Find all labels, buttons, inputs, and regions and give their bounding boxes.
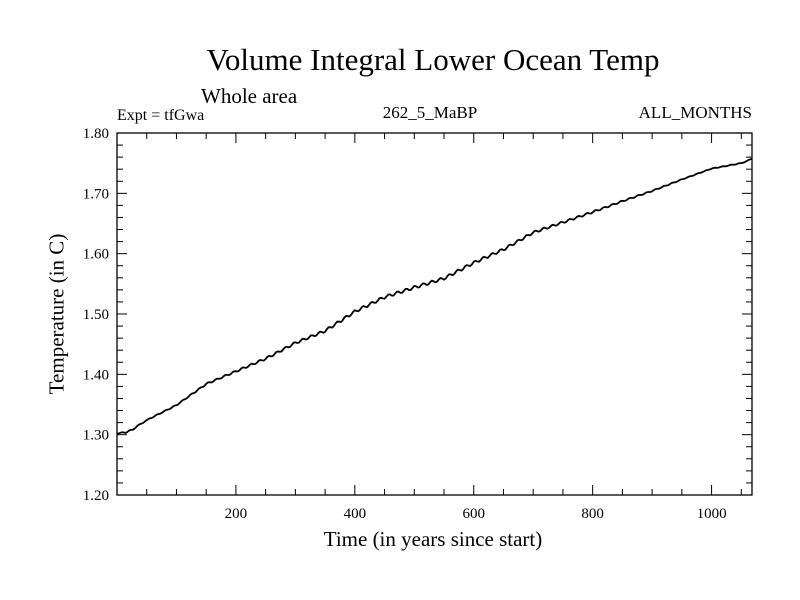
y-tick-label: 1.50 <box>83 307 109 323</box>
x-tick-label: 200 <box>225 506 248 522</box>
chart-title: Volume Integral Lower Ocean Temp <box>206 42 660 77</box>
x-tick-label: 800 <box>581 506 604 522</box>
period-label: 262_5_MaBP <box>382 103 478 122</box>
y-tick-label: 1.30 <box>83 428 109 444</box>
x-axis-label: Time (in years since start) <box>323 527 543 551</box>
chart-subtitle: Whole area <box>201 84 298 108</box>
months-label: ALL_MONTHS <box>638 103 752 122</box>
y-tick-label: 1.20 <box>83 488 109 504</box>
plot-frame <box>116 132 753 496</box>
y-tick-label: 1.70 <box>83 186 109 202</box>
x-tick-label: 1000 <box>697 506 727 522</box>
y-tick-label: 1.60 <box>83 247 109 263</box>
y-tick-label: 1.80 <box>83 126 109 142</box>
series-line <box>117 158 753 435</box>
y-tick-label: 1.40 <box>83 367 109 383</box>
experiment-label: Expt = tfGwa <box>117 107 205 124</box>
x-tick-label: 600 <box>462 506 485 522</box>
x-tick-label: 400 <box>344 506 367 522</box>
